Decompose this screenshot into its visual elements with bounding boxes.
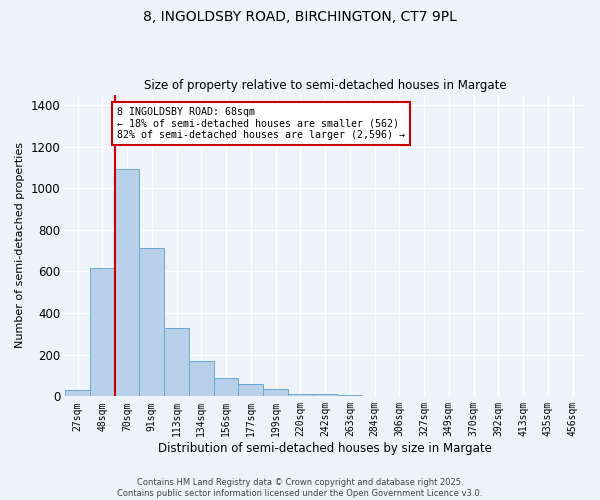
Bar (189, 361, 214, 396)
Text: Contains HM Land Registry data © Crown copyright and database right 2025.
Contai: Contains HM Land Registry data © Crown c… (118, 478, 482, 498)
Bar (90, 268, 115, 396)
Y-axis label: Number of semi-detached properties: Number of semi-detached properties (15, 142, 25, 348)
Bar (313, 394, 337, 396)
Bar (115, 170, 139, 396)
Bar (263, 389, 288, 396)
Bar (238, 384, 263, 396)
Bar (164, 328, 189, 396)
Title: Size of property relative to semi-detached houses in Margate: Size of property relative to semi-detach… (144, 79, 506, 92)
Bar (65, 390, 90, 396)
Bar (288, 394, 313, 396)
Bar (214, 378, 238, 396)
Text: 8, INGOLDSBY ROAD, BIRCHINGTON, CT7 9PL: 8, INGOLDSBY ROAD, BIRCHINGTON, CT7 9PL (143, 10, 457, 24)
Text: 8 INGOLDSBY ROAD: 68sqm
← 18% of semi-detached houses are smaller (562)
82% of s: 8 INGOLDSBY ROAD: 68sqm ← 18% of semi-de… (117, 107, 405, 140)
Bar (139, 248, 164, 396)
X-axis label: Distribution of semi-detached houses by size in Margate: Distribution of semi-detached houses by … (158, 442, 492, 455)
